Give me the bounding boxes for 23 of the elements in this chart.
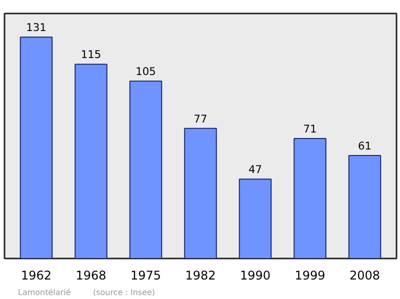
x-tick-label: 1999 xyxy=(294,268,326,282)
x-tick-label: 1962 xyxy=(20,268,52,282)
x-tick-label: 1982 xyxy=(185,268,216,282)
data-label: 131 xyxy=(26,21,46,34)
data-label: 115 xyxy=(80,48,102,62)
bar xyxy=(20,36,53,258)
x-tick-label: 2008 xyxy=(349,268,380,282)
data-label: 61 xyxy=(358,139,372,152)
bar xyxy=(129,80,162,258)
x-tick-label: 1990 xyxy=(240,268,271,282)
bar xyxy=(184,128,217,258)
data-label: 71 xyxy=(303,122,317,136)
text: Lamontélarié xyxy=(18,287,71,298)
x-tick-label: 1975 xyxy=(130,268,162,282)
data-label: 47 xyxy=(248,163,262,176)
data-label: 77 xyxy=(194,112,208,126)
data-label: 105 xyxy=(136,65,156,78)
bar xyxy=(238,178,272,258)
bar xyxy=(348,154,382,258)
x-tick-label: 1968 xyxy=(76,268,106,282)
text: (source : Insee) xyxy=(93,287,156,298)
bar xyxy=(294,138,326,258)
bar xyxy=(74,64,108,258)
